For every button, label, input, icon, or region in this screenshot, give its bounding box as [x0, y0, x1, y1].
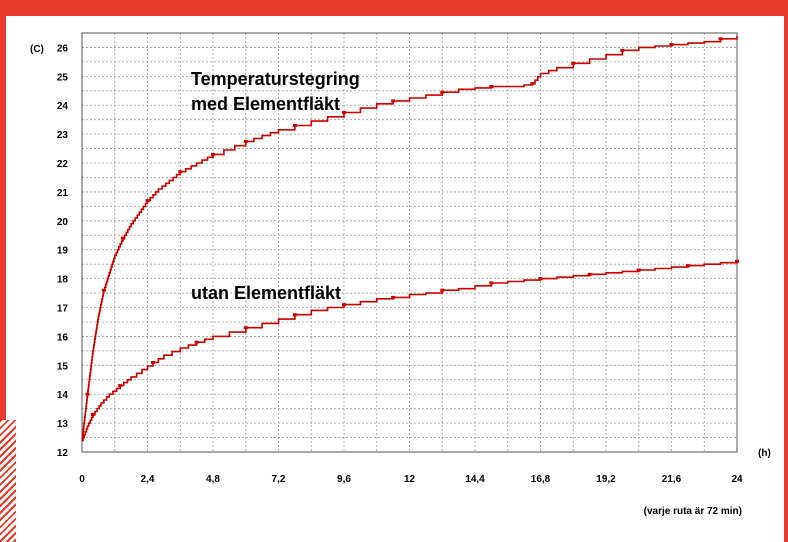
right-accent-stripe [784, 16, 788, 542]
series-point [342, 303, 346, 307]
x-tick-label: 14,4 [465, 474, 485, 485]
y-tick-label: 24 [57, 101, 69, 112]
x-tick-label: 7,2 [272, 474, 286, 485]
series-point [120, 236, 125, 240]
series-point [85, 392, 90, 396]
left-hatch-decoration [0, 420, 16, 542]
plot-frame [81, 32, 738, 453]
y-tick-label: 23 [57, 130, 69, 141]
series-point [292, 313, 297, 317]
x-tick-label: 12 [404, 474, 416, 485]
y-tick-label: 20 [57, 217, 69, 228]
x-axis-label: (h) [758, 448, 771, 459]
y-tick-label: 17 [57, 304, 69, 315]
y-tick-label: 18 [57, 275, 69, 286]
series-point [685, 264, 690, 268]
series-point [211, 152, 215, 156]
grid [82, 33, 737, 452]
series-point [440, 90, 445, 94]
y-tick-label: 13 [57, 419, 69, 430]
top-accent-bar [0, 0, 788, 16]
series-point [718, 37, 723, 41]
y-tick-label: 15 [57, 361, 69, 372]
y-tick-label: 22 [57, 159, 69, 170]
series-point [150, 360, 155, 364]
series-point [587, 272, 592, 276]
series-point [118, 384, 123, 388]
y-tick-label: 21 [57, 188, 69, 199]
x-tick-label: 16,8 [531, 474, 551, 485]
series-point [571, 61, 576, 65]
annotation-temperaturstegring: Temperaturstegring [191, 69, 360, 89]
left-accent-stripe [0, 16, 6, 542]
grid-footnote: (varje ruta är 72 min) [644, 506, 742, 517]
series-point [292, 123, 297, 127]
series-point [145, 199, 150, 203]
x-tick-label: 19,2 [596, 474, 616, 485]
y-tick-label: 12 [57, 448, 69, 459]
series-point [669, 43, 674, 47]
series-point [90, 412, 95, 416]
y-tick-label: 14 [57, 390, 69, 401]
x-tick-label: 0 [79, 474, 85, 485]
y-tick-label: 25 [57, 72, 69, 83]
x-tick-label: 4,8 [206, 474, 220, 485]
y-tick-label: 26 [57, 43, 69, 54]
y-axis-label: (C) [30, 44, 44, 55]
x-tick-label: 9,6 [337, 474, 351, 485]
series-point [620, 48, 625, 52]
series-point [735, 259, 739, 263]
series-point [636, 268, 641, 272]
x-tick-label: 21,6 [662, 474, 682, 485]
x-tick-label: 2,4 [141, 474, 155, 485]
series-point [440, 288, 445, 292]
series-line-1 [82, 261, 738, 442]
series-point [194, 340, 199, 344]
series-point [489, 281, 494, 285]
series-point [489, 84, 494, 88]
series-point [391, 295, 396, 299]
series-line-0 [81, 35, 738, 442]
series-point [178, 170, 183, 174]
series-point [101, 288, 106, 292]
tick-labels: 0 2,4 4,8 7,2 9,6 12 14,4 16,8 19,2 21,6 24 12 13 14 1… [57, 43, 743, 485]
y-tick-label: 19 [57, 246, 69, 257]
series-point [530, 82, 535, 86]
series-point [243, 326, 248, 330]
x-tick-label: 24 [731, 474, 743, 485]
y-tick-label: 16 [57, 332, 69, 343]
series-point [391, 99, 396, 103]
annotation-med-elementflakt: med Elementfläkt [191, 94, 340, 114]
series-point [342, 110, 346, 114]
annotation-utan-elementflakt: utan Elementfläkt [191, 283, 341, 303]
series-point [538, 277, 543, 281]
series-point [243, 139, 248, 143]
series-group [81, 35, 739, 442]
